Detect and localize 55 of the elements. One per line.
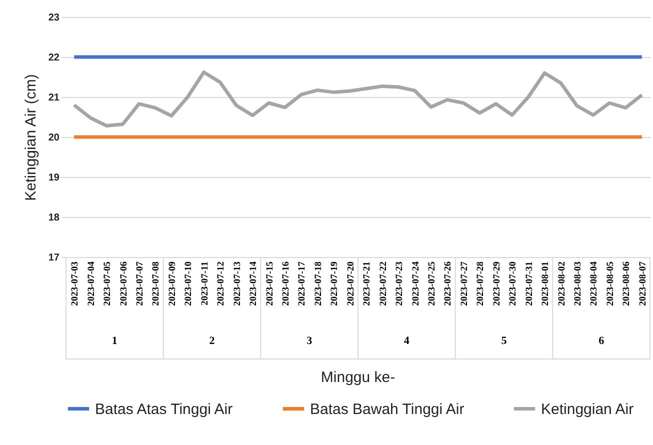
- x-tick-label: 2023-07-20: [346, 261, 356, 306]
- text: 4: [404, 335, 410, 347]
- y-tick-label: 22: [48, 52, 60, 64]
- x-tick-label: 2023-07-16: [282, 261, 292, 306]
- x-tick-label: 2023-07-30: [508, 261, 519, 306]
- x-tick-label: 2023-07-07: [136, 261, 146, 306]
- y-tick-label: 18: [48, 212, 60, 224]
- x-tick-label: 2023-07-28: [476, 261, 486, 306]
- text: 1: [112, 335, 118, 347]
- x-tick-label: 2023-07-21: [362, 261, 373, 306]
- legend-label: Batas Bawah Tinggi Air: [310, 400, 464, 418]
- legend-label: Ketinggian Air: [541, 400, 634, 418]
- text: 3: [306, 335, 313, 347]
- x-tick-label: 2023-08-01: [541, 261, 552, 306]
- y-tick-label: 17: [48, 252, 60, 264]
- x-tick-label: 2023-08-04: [590, 261, 600, 306]
- x-tick-label: 2023-07-12: [216, 261, 227, 306]
- x-tick-label: 2023-07-06: [119, 261, 130, 306]
- x-tick-label: 2023-07-11: [200, 261, 210, 306]
- text: 5: [501, 335, 508, 347]
- y-axis-title: Ketinggian Air (cm): [22, 74, 40, 201]
- x-tick-label: 2023-07-13: [232, 261, 243, 306]
- x-tick-label: 2023-07-14: [249, 261, 260, 306]
- text: 2: [209, 335, 216, 347]
- y-tick-label: 19: [48, 172, 60, 184]
- y-tick-label: 23: [48, 12, 60, 24]
- x-tick-label: 2023-07-27: [460, 261, 470, 306]
- x-tick-label: 2023-07-04: [86, 261, 97, 306]
- x-tick-label: 2023-07-31: [524, 261, 535, 306]
- x-tick-label: 2023-07-18: [314, 261, 324, 306]
- line-series: [72, 70, 644, 128]
- x-tick-label: 2023-07-05: [103, 261, 114, 306]
- legend-label: Batas Atas Tinggi Air: [95, 400, 233, 418]
- x-tick-label: 2023-08-07: [638, 261, 648, 306]
- x-tick-label: 2023-07-23: [395, 261, 406, 306]
- text: 6: [598, 335, 605, 347]
- x-tick-label: 2023-07-24: [411, 261, 422, 306]
- x-tick-label: 2023-07-15: [265, 261, 276, 306]
- x-axis-title: Minggu ke-: [320, 369, 396, 386]
- x-tick-label: 2023-07-03: [70, 261, 81, 306]
- y-tick-label: 20: [48, 132, 60, 144]
- x-tick-label: 2023-07-09: [168, 261, 178, 306]
- x-tick-label: 2023-08-02: [557, 261, 568, 306]
- x-tick-label: 2023-08-03: [574, 261, 584, 306]
- x-tick-label: 2023-07-17: [298, 261, 308, 306]
- x-tick-label: 2023-08-06: [622, 261, 632, 306]
- x-tick-label: 2023-07-19: [330, 261, 340, 306]
- x-tick-label: 2023-07-29: [492, 261, 502, 306]
- x-tick-label: 2023-07-08: [152, 261, 162, 306]
- x-tick-label: 2023-07-26: [444, 261, 454, 306]
- y-tick-label: 21: [48, 92, 60, 104]
- x-tick-label: 2023-07-25: [428, 261, 438, 306]
- x-tick-label: 2023-08-05: [606, 261, 616, 306]
- x-tick-label: 2023-07-22: [378, 261, 389, 306]
- x-tick-label: 2023-07-10: [184, 261, 194, 306]
